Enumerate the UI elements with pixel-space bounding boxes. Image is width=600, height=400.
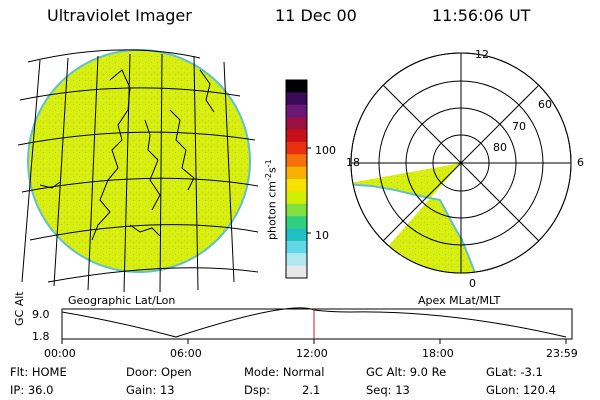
alt-tick-low: 1.8 <box>32 330 50 343</box>
status-glat: GLat: -3.1 <box>486 365 543 379</box>
status-glon: GLon: 120.4 <box>486 383 556 397</box>
colorbar-segment <box>286 228 307 242</box>
status-flt: Flt: HOME <box>10 365 67 379</box>
colorbar-segment <box>286 203 307 217</box>
apex-panel-label: Apex MLat/MLT <box>418 294 501 307</box>
colorbar-segment <box>286 191 307 205</box>
coastline <box>39 181 61 189</box>
mlt-label-12: 12 <box>475 48 489 61</box>
mlt-label-18: 18 <box>346 156 360 169</box>
colorbar-tick-high: 100 <box>315 144 336 157</box>
mlt-label-6: 6 <box>577 156 584 169</box>
colorbar-segment <box>286 104 307 118</box>
time-tick: 23:59 <box>546 347 578 360</box>
coastline <box>169 109 195 191</box>
aurora-region <box>351 163 478 273</box>
colorbar-tick-low: 10 <box>315 229 329 242</box>
time-label: 11:56:06 UT <box>432 6 531 25</box>
colorbar-segment <box>286 141 307 155</box>
colorbar-segment <box>286 92 307 106</box>
status-seq: Seq: 13 <box>366 383 410 397</box>
app-title: Ultraviolet Imager <box>47 6 192 25</box>
unit-base: photon cm <box>265 181 279 240</box>
time-tick: 12:00 <box>296 347 328 360</box>
date-label: 11 Dec 00 <box>275 6 357 25</box>
colorbar-segment <box>286 179 307 192</box>
apex-dial <box>350 52 572 274</box>
coastline <box>129 224 161 237</box>
mlat-label-80: 80 <box>493 141 507 154</box>
alt-tick-high: 9.0 <box>32 308 50 321</box>
colorbar-segment <box>286 154 307 168</box>
unit-exp1: -2 <box>264 173 273 182</box>
geo-globe <box>17 49 259 293</box>
unit-s: s <box>265 167 279 174</box>
colorbar-segment <box>286 129 307 143</box>
colorbar-segment <box>286 240 307 254</box>
status-ip: IP: 36.0 <box>10 383 54 397</box>
alt-axis-label: GC Alt <box>13 291 26 326</box>
status-gain: Gain: 13 <box>126 383 175 397</box>
colorbar-segment <box>286 166 307 180</box>
status-gc-alt: GC Alt: 9.0 Re <box>366 365 447 379</box>
mlat-label-60: 60 <box>538 98 552 111</box>
status-dsp-value: 2.1 <box>302 383 321 397</box>
colorbar-unit-label: photon cm-2s-1 <box>264 159 279 240</box>
geo-panel-label: Geographic Lat/Lon <box>68 294 176 307</box>
colorbar-frame <box>285 79 308 279</box>
altitude-plot <box>61 307 573 344</box>
colorbar-segment <box>286 253 307 267</box>
colorbar-segment <box>286 265 307 279</box>
colorbar-segment <box>286 216 307 229</box>
mlt-label-0: 0 <box>469 277 476 290</box>
colorbar-segment <box>286 117 307 130</box>
coastline <box>144 119 161 211</box>
colorbar <box>285 79 311 279</box>
colorbar-segment <box>286 80 307 93</box>
status-mode: Mode: Normal <box>244 365 325 379</box>
time-tick: 00:00 <box>44 347 76 360</box>
unit-exp2: -1 <box>264 159 273 168</box>
time-tick: 18:00 <box>422 347 454 360</box>
graticule <box>17 49 259 293</box>
time-tick: 06:00 <box>170 347 202 360</box>
mlat-label-70: 70 <box>512 120 526 133</box>
status-door: Door: Open <box>126 365 192 379</box>
status-dsp-label: Dsp: <box>244 383 271 397</box>
